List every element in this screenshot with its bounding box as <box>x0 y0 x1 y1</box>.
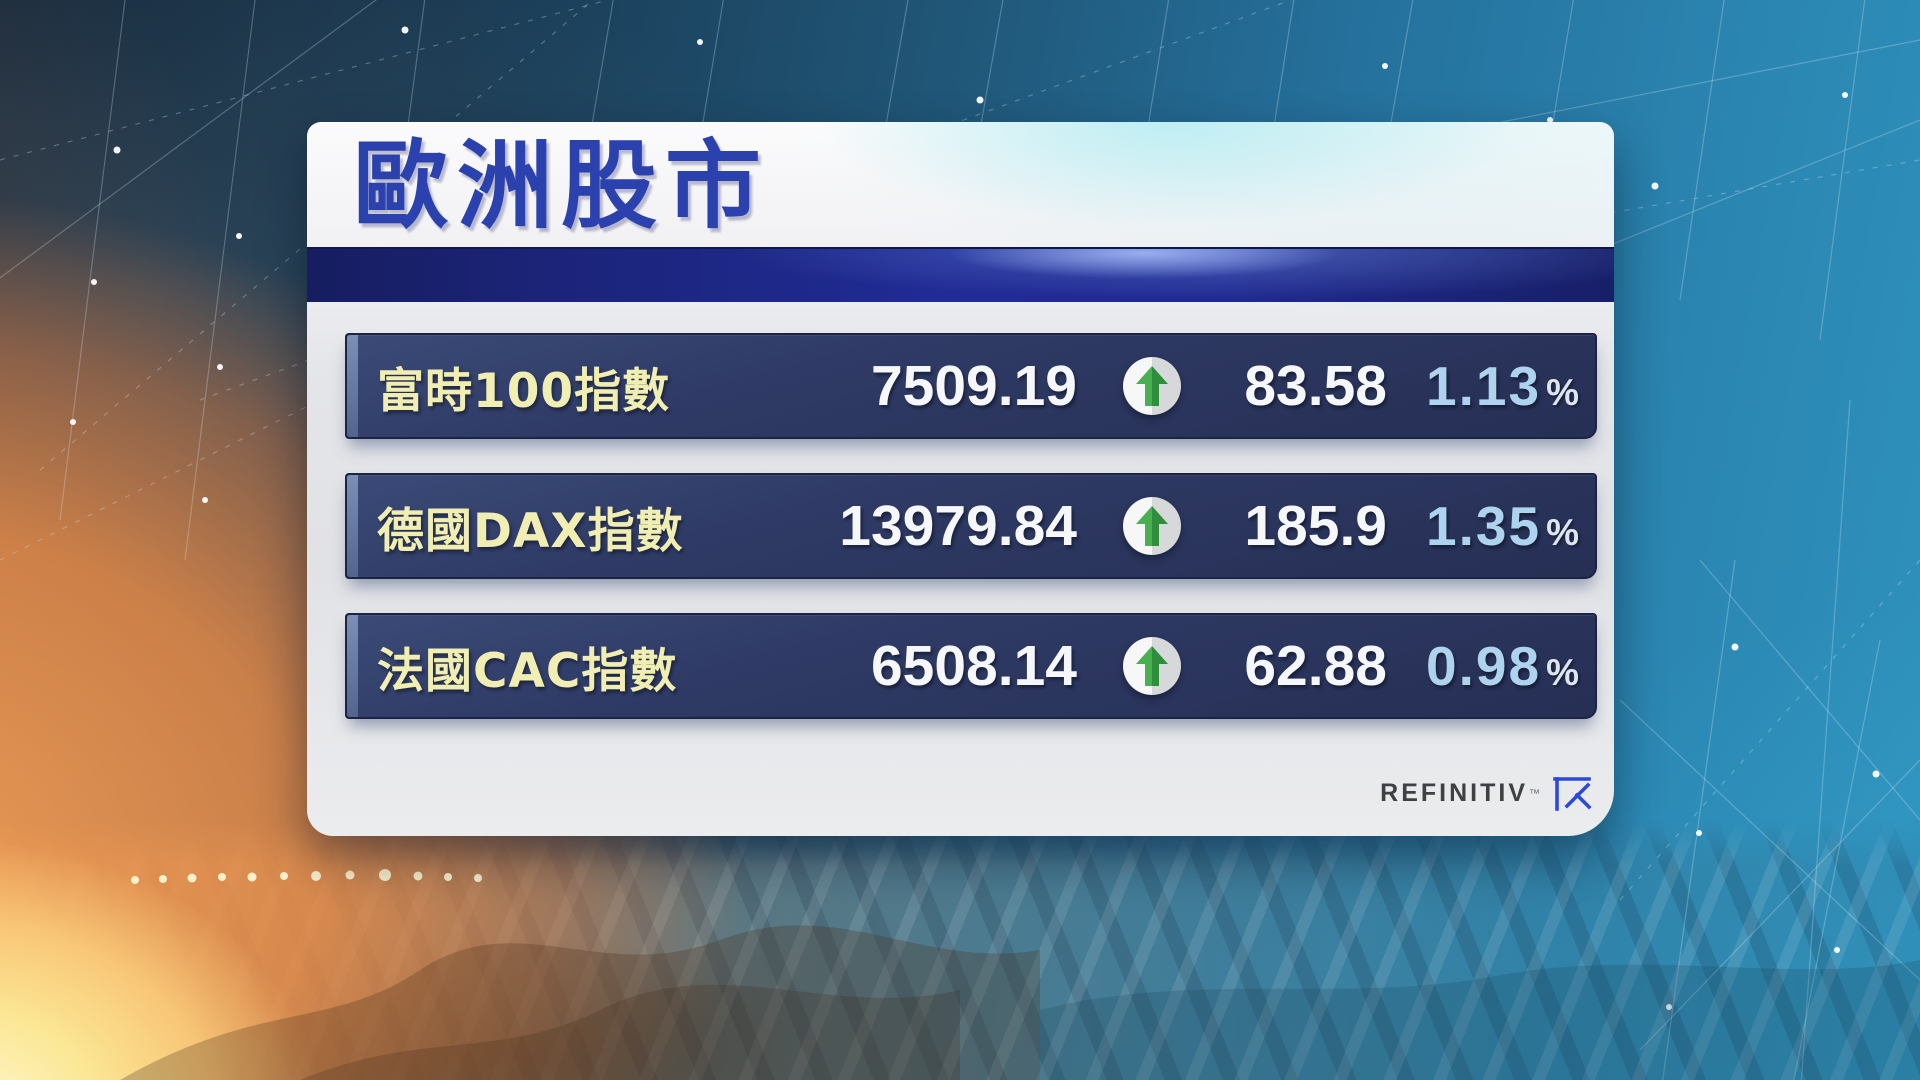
index-change-value: 83.58 <box>1244 354 1387 418</box>
index-row-dax: 德國DAX指數 13979.84 185.9 1.35% <box>345 473 1597 579</box>
percent-sign: % <box>1546 512 1579 553</box>
index-row-ftse100: 富時100指數 7509.19 83.58 1.13% <box>345 333 1597 439</box>
percent-sign: % <box>1546 652 1579 693</box>
percent-sign: % <box>1546 372 1579 413</box>
trademark-symbol: ™ <box>1529 788 1540 800</box>
index-name: 富時100指數 <box>377 363 671 419</box>
index-row-cac: 法國CAC指數 6508.14 62.88 0.98% <box>345 613 1597 719</box>
index-name: 法國CAC指數 <box>377 643 678 699</box>
index-last-value: 6508.14 <box>870 634 1077 698</box>
up-arrow-icon <box>1123 357 1181 415</box>
market-data-panel: 歐洲股市 富時100指數 7509.19 83.58 1.13% <box>307 122 1614 836</box>
refinitiv-logo-icon <box>1552 775 1592 820</box>
data-source-brand: REFINITIV™ <box>1380 777 1592 820</box>
index-change-value: 62.88 <box>1244 634 1387 698</box>
index-change-value: 185.9 <box>1244 494 1387 558</box>
index-last-value: 13979.84 <box>839 494 1077 558</box>
up-arrow-icon <box>1123 497 1181 555</box>
panel-title: 歐洲股市 <box>353 130 769 242</box>
up-arrow-icon <box>1123 637 1181 695</box>
index-last-value: 7509.19 <box>870 354 1077 418</box>
title-underline-band <box>307 247 1614 302</box>
index-change-percent: 1.13 <box>1426 355 1542 417</box>
brand-name: REFINITIV <box>1380 779 1528 807</box>
index-name: 德國DAX指數 <box>377 503 684 559</box>
index-change-percent: 0.98 <box>1426 635 1542 697</box>
index-change-percent: 1.35 <box>1426 495 1542 557</box>
